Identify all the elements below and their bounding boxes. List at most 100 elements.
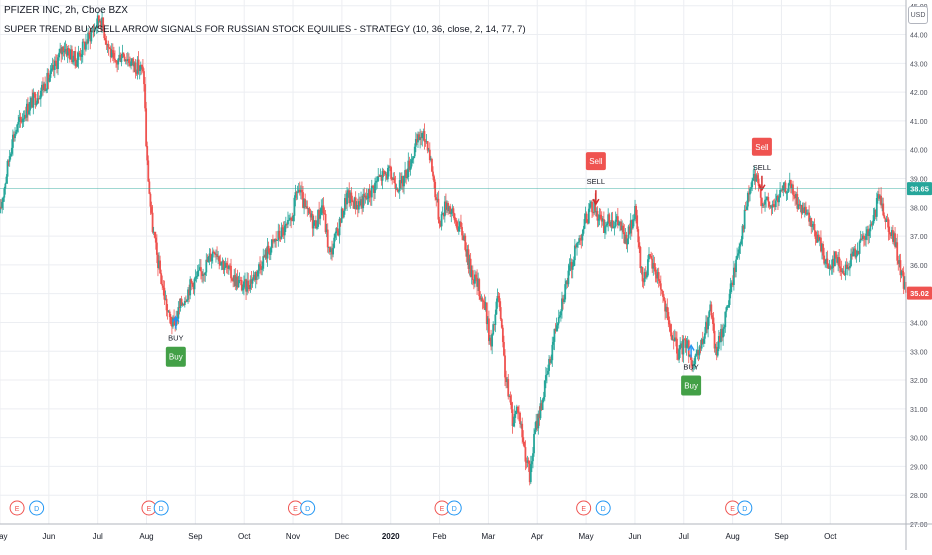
candle-body: [368, 189, 371, 197]
candle-body: [225, 263, 228, 266]
candle-body: [482, 301, 485, 302]
candle-body: [551, 344, 554, 361]
candle-body: [802, 207, 805, 213]
candle-body: [237, 280, 240, 288]
dividend-marker[interactable]: [595, 500, 611, 516]
candle-body: [421, 133, 424, 139]
candle-body: [902, 272, 905, 289]
buy-signal-box[interactable]: [681, 375, 702, 396]
candle-body: [259, 264, 261, 267]
candle-body: [231, 278, 233, 281]
buy-signal-box[interactable]: [165, 346, 186, 367]
candle-body: [273, 239, 275, 242]
candle-body: [782, 184, 785, 191]
candle-body: [788, 179, 791, 184]
event-marker-text: D: [601, 506, 606, 513]
candle-body: [182, 304, 185, 306]
earnings-marker[interactable]: [9, 500, 25, 516]
candle-body: [705, 321, 707, 334]
candle-body: [9, 153, 12, 157]
candle-body: [350, 192, 353, 200]
candle-body: [479, 296, 482, 300]
price-label-text: 35.02: [910, 289, 929, 298]
earnings-marker[interactable]: [576, 500, 592, 516]
candle-body: [598, 214, 601, 219]
x-tick-label: Jun: [42, 532, 55, 541]
candle-body: [501, 327, 504, 343]
candle-body: [426, 141, 429, 151]
candle-body: [800, 205, 803, 214]
candle-body: [664, 300, 667, 312]
dividend-marker[interactable]: [737, 500, 753, 516]
candle-body: [874, 209, 877, 217]
candle-body: [701, 339, 704, 344]
candle-body: [266, 245, 269, 259]
candle-body: [463, 235, 466, 241]
candle-body: [217, 256, 220, 258]
candle-body: [280, 227, 283, 239]
candle-body: [635, 205, 638, 216]
y-tick-label: 38.00: [910, 205, 928, 212]
candle-body: [77, 52, 80, 61]
candle-body: [204, 272, 207, 276]
sell-arrow-icon: [758, 184, 766, 192]
candle-body: [46, 72, 49, 90]
dividend-marker[interactable]: [153, 500, 169, 516]
candle-body: [278, 230, 281, 238]
candle-body: [505, 377, 507, 383]
candle-body: [533, 433, 535, 454]
candle-body: [390, 167, 393, 179]
currency-button[interactable]: USD: [908, 6, 928, 24]
candle-body: [262, 256, 265, 269]
candle-body: [22, 118, 25, 120]
candle-body: [165, 298, 168, 311]
buy-arrow-icon: [687, 344, 695, 351]
indicator-legend[interactable]: SUPER TREND BUY/SELL ARROW SIGNALS FOR R…: [4, 24, 526, 35]
candle-body: [570, 262, 573, 270]
candle-body: [348, 190, 351, 204]
candle-body: [309, 213, 312, 218]
candle-body: [291, 220, 294, 222]
dividend-marker[interactable]: [446, 500, 462, 516]
sell-signal-box[interactable]: [751, 137, 772, 156]
candle-body: [419, 137, 422, 140]
candle-body: [97, 15, 100, 22]
candle-body: [522, 437, 525, 442]
candle-body: [583, 219, 586, 229]
dividend-marker[interactable]: [29, 500, 45, 516]
candle-body: [310, 214, 313, 218]
candle-body: [565, 281, 568, 285]
candle-body: [224, 263, 227, 268]
candle-body: [586, 222, 589, 224]
candle-body: [821, 244, 823, 252]
candle-body: [466, 249, 469, 257]
candle-body: [898, 260, 901, 264]
candle-body: [290, 217, 293, 221]
candle-body: [441, 212, 444, 215]
candle-body: [353, 197, 356, 209]
candle-body: [230, 265, 232, 279]
candle-body: [641, 267, 644, 282]
candle-body: [649, 254, 651, 257]
candle-body: [882, 203, 885, 216]
candle-body: [367, 189, 370, 199]
candle-body: [385, 173, 388, 180]
candle-body: [206, 259, 209, 263]
x-tick-label: 2020: [382, 532, 400, 541]
candle-body: [755, 175, 758, 182]
candle-body: [838, 257, 841, 267]
candle-body: [366, 198, 369, 200]
candle-body: [672, 339, 675, 341]
candle-body: [180, 298, 183, 306]
candle-body: [86, 41, 88, 44]
candle-body: [406, 176, 409, 178]
candle-body: [696, 350, 699, 354]
candle-body: [160, 273, 163, 284]
sell-signal-box[interactable]: [585, 152, 606, 171]
candle-body: [342, 210, 345, 218]
dividend-marker[interactable]: [300, 500, 316, 516]
candle-body: [126, 59, 129, 62]
candle-body: [764, 199, 766, 205]
